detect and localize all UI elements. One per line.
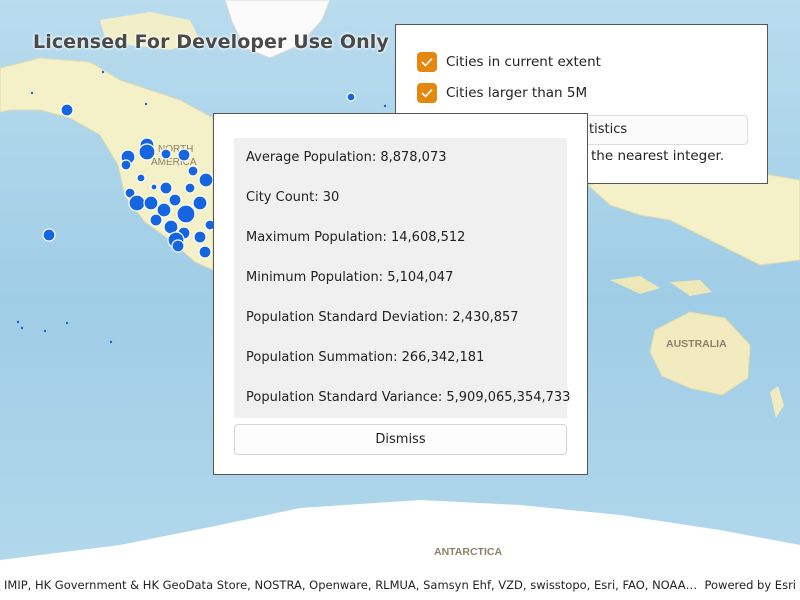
attribution-text[interactable]: IMIP, HK Government & HK GeoData Store, … [4,578,700,592]
attribution-bar: IMIP, HK Government & HK GeoData Store, … [0,576,800,594]
label-america: AMERICA [151,157,197,168]
label-antarctica: ANTARCTICA [434,546,502,558]
checkbox-row-extent[interactable]: Cities in current extent [417,52,601,72]
small-city-dots [16,70,387,344]
stat-standard-deviation: Population Standard Deviation: 2,430,857 [246,310,519,325]
label-australia: AUSTRALIA [666,338,727,350]
checkmark-icon [421,88,433,98]
australia-landmass [649,311,751,396]
label-north: NORTH [158,144,193,155]
get-statistics-button-label: tistics [589,122,628,137]
stat-summation: Population Summation: 266,342,181 [246,350,485,365]
checkbox-label-extent: Cities in current extent [446,54,601,70]
city-points[interactable] [42,92,356,259]
statistics-results-dialog: Average Population: 8,878,073 City Count… [213,113,588,475]
developer-watermark: Licensed For Developer Use Only [33,31,389,53]
checkbox-row-large[interactable]: Cities larger than 5M [417,83,587,103]
stat-maximum-population: Maximum Population: 14,608,512 [246,230,466,245]
stat-standard-variance: Population Standard Variance: 5,909,065,… [246,390,571,405]
checkbox-label-large: Cities larger than 5M [446,85,588,101]
stat-average-population: Average Population: 8,878,073 [246,150,447,165]
rounding-note: the nearest integer. [591,148,725,164]
greenland-landmass [224,0,331,59]
antarctica-landmass [0,500,800,600]
powered-by-esri[interactable]: Powered by Esri [704,578,797,592]
checkbox-current-extent[interactable] [417,52,437,72]
arctic-islands [100,12,200,50]
checkmark-icon [421,57,433,67]
statistics-list: Average Population: 8,878,073 City Count… [234,138,571,418]
indonesia [610,276,712,296]
dismiss-button[interactable]: Dismiss [234,424,567,455]
new-zealand [770,386,784,418]
stat-minimum-population: Minimum Population: 5,104,047 [246,270,454,285]
checkbox-larger-than-5m[interactable] [417,83,437,103]
stat-city-count: City Count: 30 [246,190,340,205]
